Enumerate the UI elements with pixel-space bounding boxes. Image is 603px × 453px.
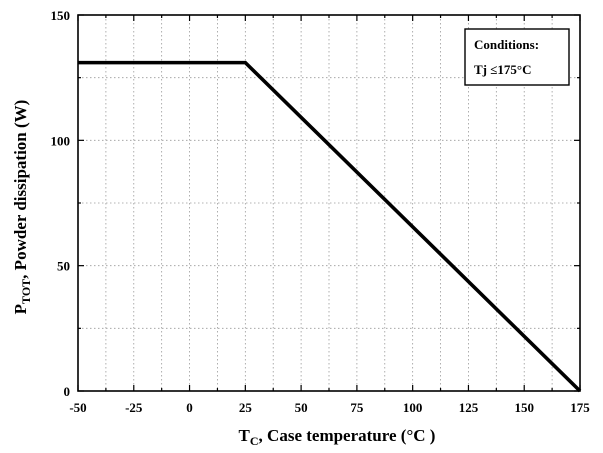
grid: [78, 15, 580, 391]
series-line: [78, 60, 582, 393]
x-tick-label: 25: [239, 400, 253, 415]
x-tick-label: 0: [186, 400, 193, 415]
x-tick-label: 150: [514, 400, 534, 415]
x-tick-label: 100: [403, 400, 423, 415]
legend-line-2: Tj ≤175°C: [474, 62, 531, 77]
y-axis-title: PTOT, Powder dissipation (W): [11, 100, 33, 315]
x-axis-title: TC, Case temperature (°C ): [239, 426, 436, 448]
x-tick-label: 75: [350, 400, 364, 415]
y-axis-title-rest: , Powder dissipation (W): [11, 100, 30, 279]
x-tick-label: 175: [570, 400, 590, 415]
x-tick-label: -50: [69, 400, 86, 415]
y-axis-title-main: P: [11, 304, 30, 314]
y-tick-label: 0: [64, 384, 71, 399]
x-tick-label: -25: [125, 400, 143, 415]
y-axis-title-subscript: TOT: [19, 279, 33, 304]
legend-line-1: Conditions:: [474, 37, 539, 52]
series-layer: [78, 60, 582, 393]
legend-box: [464, 28, 570, 86]
ticks: [77, 14, 581, 392]
x-axis-title-main: T: [239, 426, 251, 445]
x-tick-label: 125: [459, 400, 479, 415]
x-axis-title-rest: , Case temperature (°C ): [259, 426, 436, 445]
y-tick-label: 100: [51, 133, 71, 148]
y-tick-label: 150: [51, 8, 71, 23]
y-tick-label: 50: [57, 259, 70, 274]
tick-labels: -50 -25 0 25 50 75 100 125 150 175 0 50 100 150: [51, 8, 591, 415]
x-axis-title-subscript: C: [250, 434, 259, 448]
legend: Conditions: Tj ≤175°C: [464, 28, 570, 86]
x-tick-label: 50: [295, 400, 308, 415]
